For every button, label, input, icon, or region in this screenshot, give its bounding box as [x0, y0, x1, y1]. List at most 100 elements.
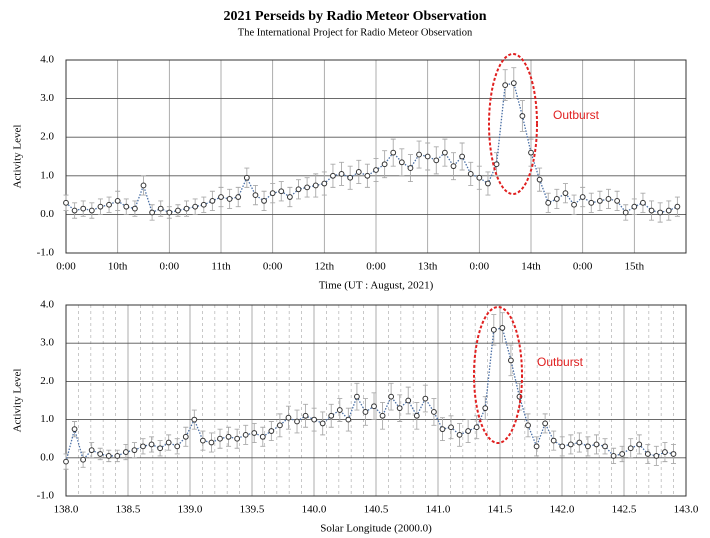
- data-point: [379, 412, 386, 419]
- data-point: [88, 447, 95, 454]
- data-point: [525, 422, 531, 429]
- x-tick-label: 139.5: [240, 504, 265, 516]
- data-point: [567, 441, 574, 448]
- x-tick-label: 15th: [625, 261, 645, 273]
- data-point: [312, 182, 319, 189]
- data-point: [311, 416, 318, 423]
- data-point: [493, 161, 500, 168]
- data-point: [347, 174, 354, 181]
- data-point: [259, 433, 266, 440]
- x-tick-label: 12th: [315, 261, 335, 273]
- x-tick-label: 0:00: [160, 261, 180, 273]
- data-point: [304, 184, 311, 191]
- data-point: [585, 443, 591, 450]
- y-tick-label: -1.0: [37, 247, 55, 259]
- data-point: [217, 435, 223, 442]
- x-tick-label: 140.0: [302, 504, 327, 516]
- data-point: [321, 180, 328, 187]
- x-tick-label: 0:00: [573, 261, 593, 273]
- data-point: [553, 196, 560, 202]
- data-point: [234, 435, 241, 442]
- series-line: [65, 82, 678, 214]
- data-point: [278, 188, 285, 195]
- data-point: [473, 424, 480, 431]
- data-point: [542, 420, 549, 427]
- data-point: [191, 416, 198, 423]
- data-point: [510, 80, 517, 87]
- data-point: [636, 441, 643, 448]
- data-point: [285, 414, 292, 421]
- data-point: [593, 441, 600, 448]
- data-point: [114, 452, 121, 459]
- data-point: [122, 449, 129, 455]
- data-point: [459, 153, 466, 160]
- data-point: [199, 437, 206, 444]
- data-point: [319, 420, 326, 427]
- y-axis-title: Activity Level: [12, 369, 24, 433]
- data-point: [63, 458, 69, 465]
- outburst-ellipse: [473, 306, 523, 444]
- data-point: [485, 180, 491, 187]
- data-point: [424, 153, 431, 160]
- data-point: [166, 209, 173, 216]
- x-tick-label: 143.0: [674, 504, 699, 516]
- data-point: [114, 197, 121, 204]
- x-tick-label: 11th: [211, 261, 231, 273]
- data-point: [123, 203, 130, 210]
- data-point: [88, 207, 95, 214]
- data-point: [235, 194, 242, 200]
- y-tick-label: 3.0: [40, 337, 54, 349]
- data-point: [465, 428, 472, 434]
- data-point: [261, 197, 267, 204]
- data-point: [252, 192, 259, 199]
- data-point: [398, 159, 405, 166]
- data-point: [662, 449, 668, 455]
- data-point: [653, 452, 660, 459]
- data-point: [97, 203, 104, 210]
- data-point: [364, 172, 371, 179]
- data-point: [396, 405, 403, 412]
- x-tick-label: 10th: [108, 261, 128, 273]
- data-point: [533, 443, 540, 450]
- y-tick-label: 0.0: [40, 208, 54, 220]
- data-point: [175, 207, 181, 214]
- data-point: [519, 113, 526, 119]
- data-point: [294, 418, 300, 425]
- chart-subtitle: The International Project for Radio Mete…: [238, 27, 473, 38]
- x-tick-label: 142.0: [550, 504, 575, 516]
- data-point: [439, 426, 446, 433]
- y-axis-title: Activity Level: [12, 125, 24, 189]
- data-point: [182, 433, 189, 440]
- data-point: [536, 176, 543, 183]
- data-point: [286, 194, 293, 200]
- data-point: [422, 395, 429, 402]
- series-line: [65, 327, 674, 462]
- y-tick-label: 2.0: [40, 375, 54, 387]
- x-tick-label: 140.5: [364, 504, 389, 516]
- y-tick-label: -1.0: [37, 490, 55, 502]
- data-point: [605, 196, 612, 202]
- data-point: [183, 205, 190, 212]
- data-point: [627, 445, 634, 452]
- data-point: [354, 393, 360, 400]
- data-point: [448, 424, 454, 431]
- x-tick-label: 0:00: [56, 261, 76, 273]
- data-point: [148, 441, 155, 448]
- data-point: [251, 430, 258, 436]
- data-point: [355, 169, 362, 175]
- y-tick-label: 1.0: [40, 413, 54, 425]
- data-point: [576, 439, 583, 446]
- data-point: [336, 407, 343, 413]
- data-point: [328, 412, 335, 419]
- data-point: [149, 209, 156, 216]
- data-point: [482, 405, 489, 412]
- data-point: [657, 209, 664, 216]
- data-point: [456, 431, 463, 438]
- data-point: [413, 412, 420, 419]
- x-tick-label: 141.0: [426, 504, 451, 516]
- y-tick-label: 1.0: [40, 169, 54, 181]
- data-point: [390, 149, 397, 156]
- data-point: [467, 170, 474, 177]
- data-point: [131, 205, 138, 212]
